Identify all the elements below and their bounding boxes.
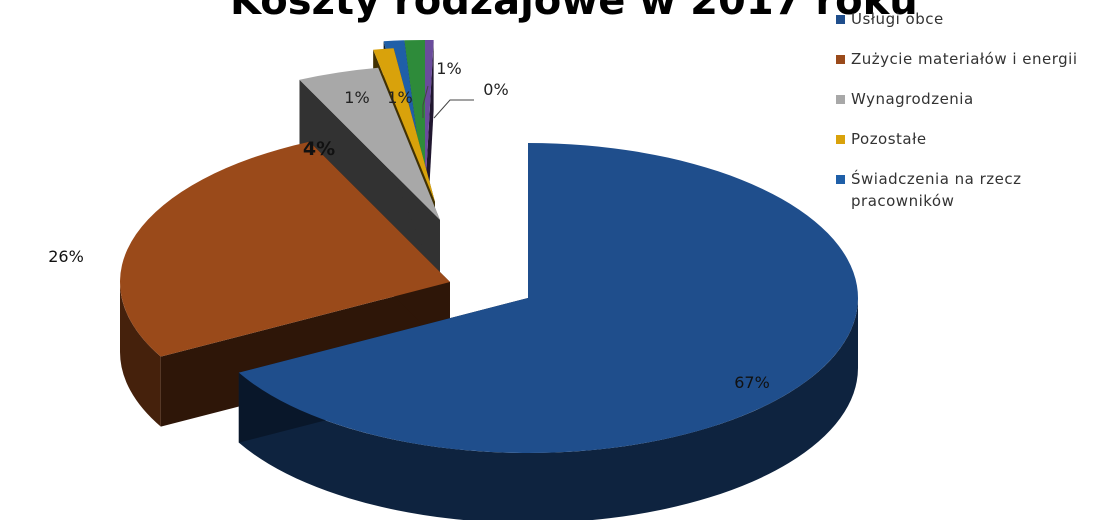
data-label: 67% — [734, 373, 770, 392]
legend-item-pozostale: Pozostałe — [836, 128, 1106, 150]
data-label: 1% — [436, 59, 461, 78]
legend-item-wynagrodzenia: Wynagrodzenia — [836, 88, 1106, 110]
pie-slice-top — [425, 40, 434, 195]
chart-title: Koszty rodzajowe w 2017 roku — [230, 0, 918, 24]
pie-slice-wall — [160, 282, 451, 427]
legend-swatch — [836, 175, 845, 184]
pie-slice-side — [238, 298, 858, 520]
legend: Usługi obce Zużycie materiałów i energii… — [836, 8, 1106, 230]
legend-label: Usługi obce — [851, 10, 944, 28]
legend-label: Świadczenia na rzecz pracowników — [851, 170, 1022, 210]
legend-swatch — [836, 95, 845, 104]
legend-item-zuzycie: Zużycie materiałów i energii — [836, 48, 1106, 70]
pie-slice-top — [120, 141, 451, 357]
pie-slice-top — [299, 67, 440, 220]
legend-swatch — [836, 135, 845, 144]
data-label: 0% — [483, 80, 508, 99]
legend-item-swiadczenia: Świadczenia na rzecz pracowników — [836, 168, 1106, 212]
data-label: 4% — [303, 138, 335, 160]
legend-label: Wynagrodzenia — [851, 90, 974, 108]
legend-swatch — [836, 15, 845, 24]
legend-item-uslugi-obce: Usługi obce — [836, 8, 1106, 30]
pie-slice-side — [120, 282, 161, 427]
legend-label: Pozostałe — [851, 130, 927, 148]
data-label: 1% — [344, 88, 369, 107]
data-label: 26% — [48, 247, 84, 266]
pie-slice-top — [373, 48, 435, 202]
legend-swatch — [836, 55, 845, 64]
leader-line — [433, 99, 474, 119]
data-label: 1% — [387, 88, 412, 107]
legend-label: Zużycie materiałów i energii — [851, 50, 1078, 68]
leader-line — [422, 85, 429, 118]
pie-slice-top — [238, 143, 859, 454]
